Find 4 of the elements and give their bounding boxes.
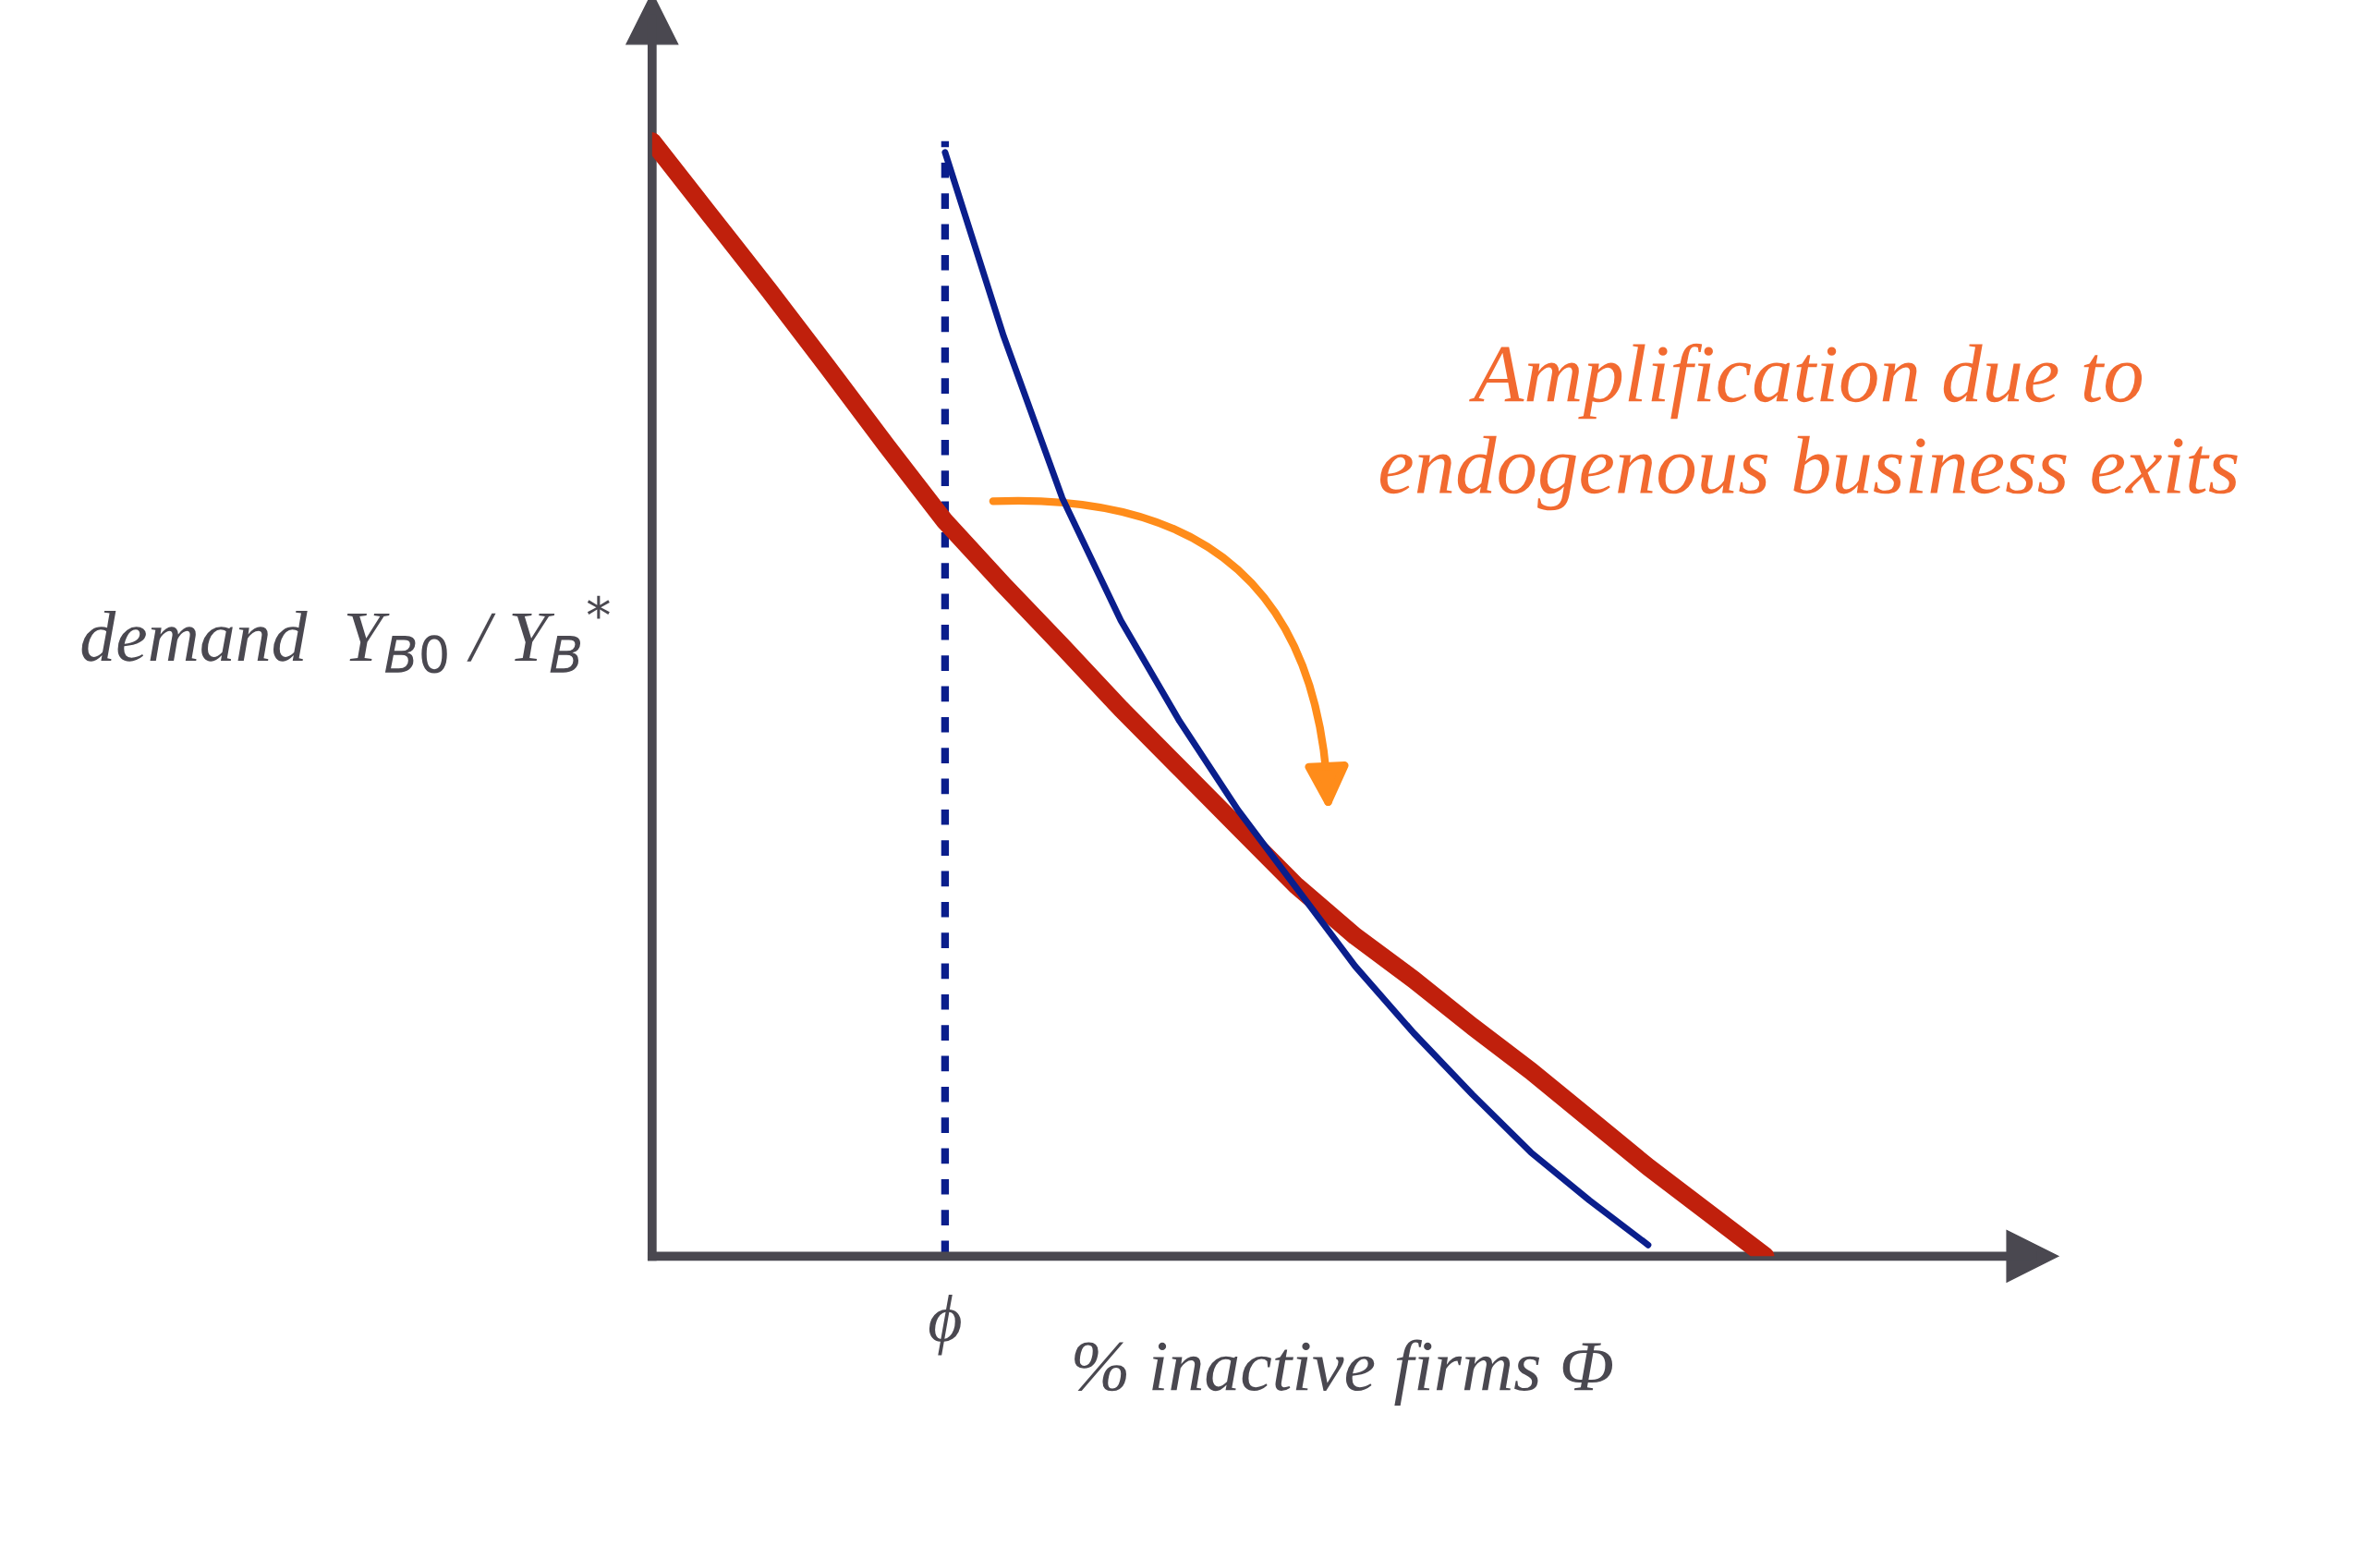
x-axis-title: % inactive firms Φ [1075, 1339, 1613, 1406]
annotation: Amplification due to endogenous business exits [1379, 343, 2238, 511]
text: ϕ [929, 1294, 961, 1356]
y-axis-title: demand Y$_{B0}$ / Y$_{B}$$^{*}$ [81, 595, 610, 674]
